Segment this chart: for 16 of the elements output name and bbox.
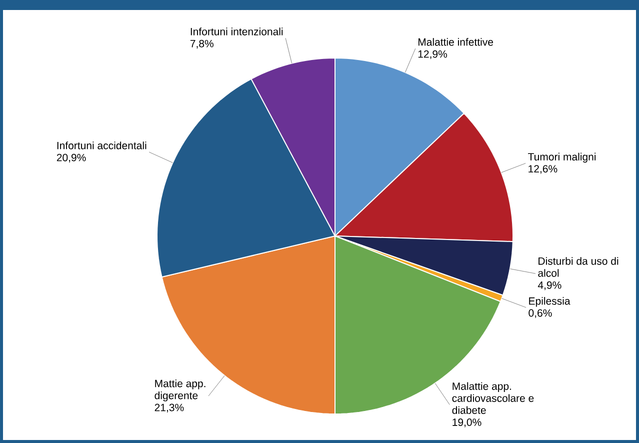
- data-label: 20,9%: [56, 154, 86, 163]
- data-label: 19,0%: [452, 418, 482, 428]
- slice-label: Infortuni accidentali: [57, 142, 146, 150]
- slice-label: Disturbi da uso di alcol: [538, 257, 618, 277]
- data-label: 12,6%: [528, 165, 558, 174]
- slice-label: Malattie app. cardiovascolare e diabete: [452, 382, 534, 414]
- slice-label: Epilessia: [529, 297, 570, 307]
- slice-label: Malattie infettive: [418, 38, 494, 46]
- slice-label: Infortuni intenzionali: [190, 28, 283, 36]
- slice-label: Mattie app. digerente: [154, 380, 206, 402]
- data-label: 7,8%: [190, 40, 214, 49]
- data-label: 4,9%: [538, 281, 562, 290]
- slice-label: Tumori maligni: [528, 152, 596, 163]
- data-label: 12,9%: [418, 50, 448, 59]
- data-label: 0,6%: [528, 309, 552, 318]
- data-label: 21,3%: [154, 404, 184, 412]
